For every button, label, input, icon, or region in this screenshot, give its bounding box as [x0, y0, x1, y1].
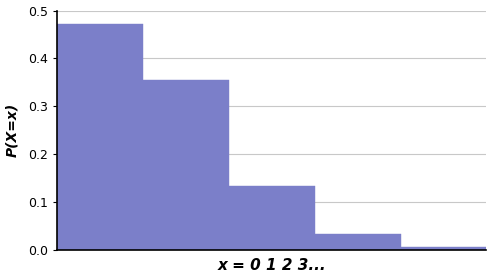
- Bar: [229, 186, 314, 250]
- Bar: [400, 247, 487, 250]
- Bar: [314, 234, 400, 250]
- Bar: [143, 80, 229, 250]
- Y-axis label: P(X=x): P(X=x): [5, 103, 20, 157]
- Bar: [57, 24, 143, 250]
- X-axis label: x = 0 1 2 3...: x = 0 1 2 3...: [217, 258, 326, 273]
